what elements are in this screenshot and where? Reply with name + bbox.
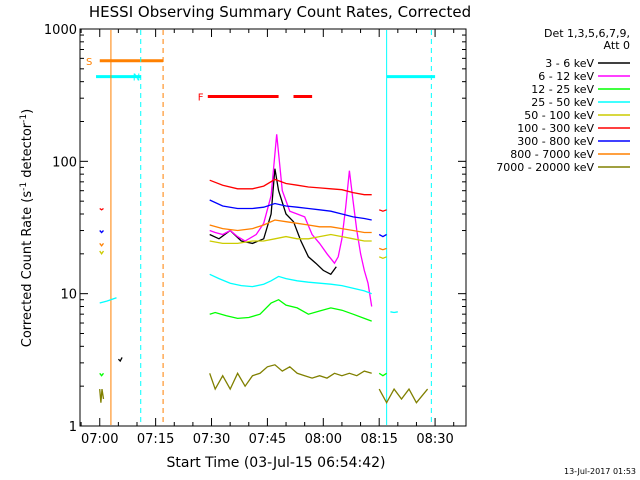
legend-label: 3 - 6 keV — [545, 57, 594, 70]
series-line — [378, 387, 429, 405]
x-tick-label: 08:30 — [416, 432, 453, 447]
series-line — [209, 364, 372, 391]
legend-label: 25 - 50 keV — [531, 96, 594, 109]
legend-label: 12 - 25 keV — [531, 83, 594, 96]
legend-header-line2: Att 0 — [604, 39, 630, 52]
x-tick-label: 08:15 — [360, 432, 397, 447]
series-line — [209, 168, 337, 276]
series-line — [209, 178, 372, 196]
y-tick-label: 1000 — [44, 23, 77, 38]
series-line — [209, 273, 372, 295]
plot-area: S N F 1 10 100 1000 07:00 07:15 07:30 07:45 08:00… — [44, 23, 467, 447]
series-line — [99, 372, 105, 377]
y-tick-label: 100 — [52, 155, 77, 170]
y-tick-label: 1 — [69, 420, 77, 435]
y-label-end: ) — [20, 109, 35, 114]
series-line — [209, 219, 372, 234]
series-line — [378, 256, 387, 260]
series-line — [209, 199, 372, 221]
legend-header-line1: Det 1,3,5,6,7,9, — [544, 27, 630, 40]
series-line — [99, 207, 104, 211]
y-label-main: Corrected Count Rate (s — [20, 191, 35, 348]
flag-label: N — [133, 73, 140, 84]
x-tick-label: 07:30 — [193, 432, 230, 447]
series-line — [99, 250, 105, 255]
series-line — [378, 372, 387, 377]
x-tick-label: 07:00 — [81, 432, 118, 447]
legend-label: 800 - 7000 keV — [510, 148, 594, 161]
legend-label: 50 - 100 keV — [524, 109, 594, 122]
y-axis-ticks: 1 10 100 1000 — [44, 23, 466, 435]
x-tick-label: 07:15 — [137, 432, 174, 447]
series-line — [99, 230, 104, 234]
y-label-mid: detector — [20, 122, 35, 182]
y-axis-label: Corrected Count Rate (s-1 detector-1) — [19, 109, 35, 347]
instrument-flags: S N F — [86, 57, 436, 103]
plot-frame — [79, 28, 467, 427]
y-label-exp1: -1 — [19, 182, 29, 191]
y-tick-label: 10 — [60, 288, 77, 303]
timestamp: 13-Jul-2017 01:53 — [564, 467, 636, 476]
series-line — [378, 209, 387, 212]
series-line — [209, 298, 372, 322]
flag-label: S — [86, 57, 92, 68]
legend-label: 100 - 300 keV — [517, 122, 594, 135]
x-axis-label: Start Time (03-Jul-15 06:54:42) — [166, 455, 385, 471]
y-label-exp2: -1 — [19, 114, 29, 123]
legend-label: 6 - 12 keV — [538, 70, 594, 83]
flag-label: F — [198, 92, 204, 103]
series-line — [99, 389, 105, 403]
x-axis-ticks: 07:00 07:15 07:30 07:45 08:00 08:15 08:30 — [80, 29, 455, 447]
chart-title: HESSI Observing Summary Count Rates, Cor… — [89, 3, 471, 21]
x-tick-label: 07:45 — [249, 432, 286, 447]
series-line — [209, 233, 372, 245]
series-line — [378, 233, 387, 238]
series-line — [209, 134, 373, 307]
legend-label: 7000 - 20000 keV — [496, 161, 594, 174]
series-line — [390, 311, 398, 314]
data-series — [99, 134, 429, 405]
series-line — [378, 247, 387, 251]
series-line — [99, 242, 105, 247]
series-line — [117, 357, 123, 363]
legend-label: 300 - 800 keV — [517, 135, 594, 148]
x-tick-label: 08:00 — [305, 432, 342, 447]
series-line — [99, 297, 117, 304]
event-markers — [110, 30, 432, 425]
